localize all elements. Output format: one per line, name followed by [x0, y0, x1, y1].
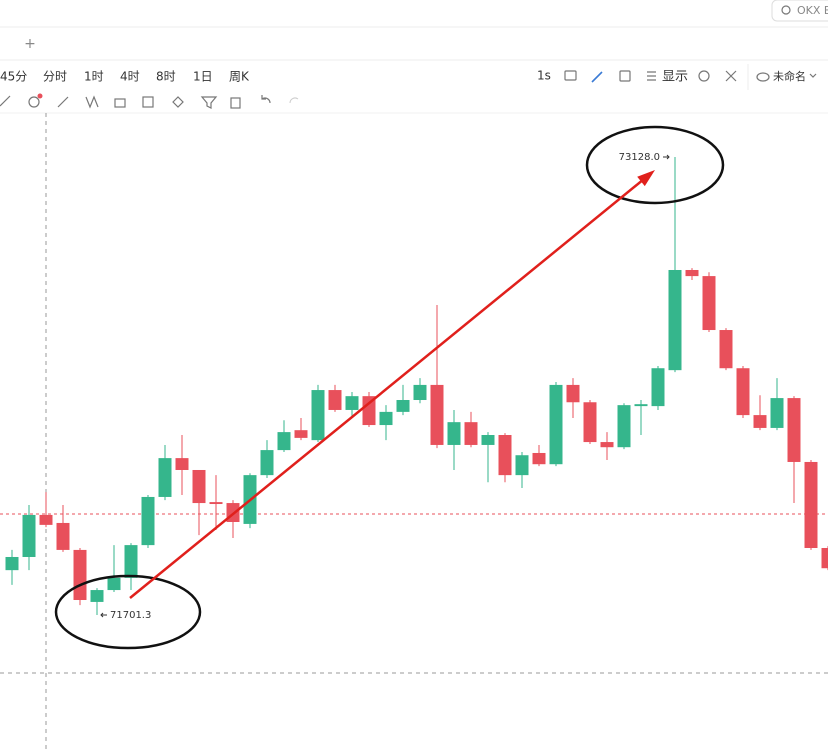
- candle-body: [158, 458, 172, 497]
- candle-body: [753, 415, 767, 428]
- display-button[interactable]: 显示: [662, 70, 688, 85]
- draw-icon[interactable]: [591, 71, 603, 83]
- candle-body: [770, 398, 784, 428]
- candle-body: [311, 390, 325, 441]
- candlestick-chart: 73128.0 71701.3: [0, 152, 828, 621]
- max-label: 73128.0: [619, 152, 660, 163]
- candle-body: [328, 390, 342, 410]
- drawing-tools: [0, 93, 828, 114]
- candle-body: [294, 430, 308, 438]
- candle-body: [532, 452, 546, 465]
- interval-button[interactable]: 分时: [43, 70, 67, 84]
- right-tools: 1s 显示 未命名: [537, 64, 817, 90]
- magnet-icon[interactable]: [172, 96, 184, 108]
- search-icon: [781, 5, 791, 15]
- candle-body: [345, 396, 359, 410]
- highlight-ellipse: [54, 574, 202, 650]
- ruler-icon[interactable]: [0, 95, 11, 107]
- candle-body: [141, 496, 155, 546]
- candle-body: [600, 442, 614, 448]
- candle-body: [787, 398, 801, 462]
- candle-body: [124, 545, 138, 578]
- crosshair: [0, 113, 828, 753]
- pattern-icon[interactable]: [85, 95, 99, 109]
- menu-icon[interactable]: [647, 71, 656, 81]
- trend-arrow: [129, 178, 645, 599]
- filter-icon[interactable]: [200, 96, 218, 109]
- candle-body: [413, 384, 427, 401]
- interval-button[interactable]: 1时: [84, 70, 104, 84]
- candle-body: [379, 411, 393, 426]
- candle-body: [209, 502, 223, 505]
- trash-icon[interactable]: [230, 97, 241, 109]
- candle-body: [515, 455, 529, 476]
- candle-body: [175, 458, 189, 470]
- candle-body: [736, 368, 750, 416]
- search-box[interactable]: [771, 0, 828, 22]
- zoom-dot: [37, 93, 43, 99]
- alert-icon[interactable]: [619, 70, 631, 82]
- candle-body: [362, 396, 376, 426]
- candle-body: [192, 469, 206, 504]
- candle-body: [56, 522, 70, 550]
- annotation: [54, 125, 725, 650]
- interval-button[interactable]: 1日: [193, 70, 213, 84]
- refresh-rate[interactable]: 1s: [537, 69, 551, 83]
- candle-body: [39, 514, 53, 525]
- search-text[interactable]: OKX B: [797, 4, 828, 17]
- candle-body: [549, 384, 563, 465]
- fullscreen-icon[interactable]: [725, 70, 737, 82]
- candle-body: [668, 269, 682, 371]
- lock-icon[interactable]: [114, 98, 126, 108]
- candle-body: [634, 404, 648, 407]
- highlight-ellipse: [585, 125, 725, 205]
- label-arrow: [100, 612, 107, 618]
- arrow-head: [637, 170, 655, 187]
- interval-button[interactable]: 4时: [120, 70, 140, 84]
- interval-button[interactable]: 8时: [156, 70, 176, 84]
- new-tab[interactable]: +: [24, 36, 36, 52]
- candle-body: [464, 422, 478, 445]
- undo-icon[interactable]: [261, 95, 271, 104]
- top-bar: OKX B +: [0, 0, 828, 61]
- layout-name[interactable]: 未命名: [773, 69, 806, 83]
- settings-icon[interactable]: [698, 70, 710, 82]
- interval-button[interactable]: 周K: [229, 70, 250, 84]
- candle-body: [498, 434, 512, 476]
- camera-icon[interactable]: [564, 70, 577, 81]
- candle-body: [22, 514, 36, 557]
- candle-body: [617, 405, 631, 448]
- candle-body: [90, 590, 104, 602]
- candle-body: [719, 330, 733, 369]
- candle-body: [821, 547, 828, 569]
- candle-body: [583, 402, 597, 443]
- candle-body: [5, 556, 19, 571]
- min-label: 71701.3: [110, 610, 151, 621]
- candle-body: [277, 432, 291, 451]
- note-icon[interactable]: [142, 96, 154, 108]
- candle-body: [107, 577, 121, 591]
- cloud-icon: [756, 72, 770, 82]
- candle-body: [260, 450, 274, 476]
- candle-body: [804, 461, 818, 548]
- interval-button[interactable]: 45分: [0, 70, 27, 84]
- candle-body: [685, 269, 699, 277]
- redo-icon[interactable]: [289, 97, 299, 104]
- label-arrow: [663, 154, 670, 160]
- candle-body: [396, 400, 410, 412]
- candle-body: [73, 549, 87, 601]
- candle-body: [651, 368, 665, 407]
- candle-body: [430, 384, 444, 445]
- dropdown-icon[interactable]: [809, 73, 817, 78]
- brush-icon[interactable]: [57, 96, 69, 108]
- candle-body: [702, 276, 716, 331]
- candle-body: [481, 434, 495, 445]
- candle-body: [566, 384, 580, 403]
- candle-body: [447, 422, 461, 445]
- zoom-icon[interactable]: [28, 96, 40, 108]
- interval-bar: 45分 分时 1时 4时 8时 1日 周K: [0, 70, 250, 84]
